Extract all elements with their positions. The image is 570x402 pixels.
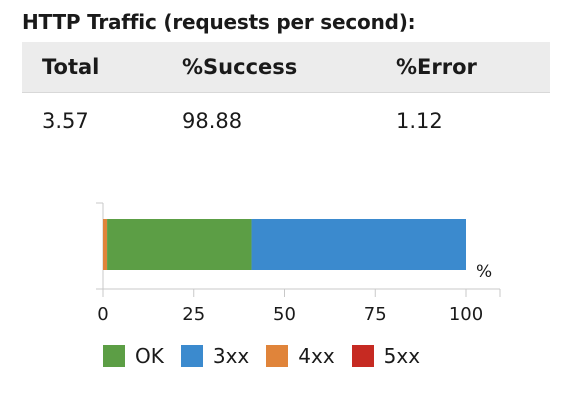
legend-item-3xx: 3xx bbox=[180, 344, 250, 368]
legend-label-5xx: 5xx bbox=[383, 344, 421, 368]
x-tick-label-25: 25 bbox=[182, 304, 205, 325]
x-tick-label-0: 0 bbox=[97, 304, 108, 325]
legend-item-5xx: 5xx bbox=[351, 344, 421, 368]
cell-error: 1.12 bbox=[396, 109, 443, 133]
legend-label-3xx: 3xx bbox=[212, 344, 250, 368]
chart-title: HTTP Traffic (requests per second): bbox=[22, 10, 416, 34]
legend-swatch-3xx bbox=[180, 345, 203, 367]
chart-legend: OK 3xx 4xx 5xx bbox=[103, 344, 437, 368]
header-success: %Success bbox=[182, 42, 396, 93]
x-tick-label-50: 50 bbox=[273, 304, 296, 325]
x-tick-label-75: 75 bbox=[364, 304, 387, 325]
legend-item-ok: OK bbox=[103, 344, 164, 368]
bar-segment-4xx bbox=[103, 219, 108, 270]
bar-segment-ok bbox=[107, 219, 252, 270]
cell-total: 3.57 bbox=[42, 109, 89, 133]
bar-segment-3xx bbox=[251, 219, 466, 270]
cell-success: 98.88 bbox=[182, 109, 243, 133]
legend-swatch-5xx bbox=[351, 345, 374, 367]
legend-swatch-4xx bbox=[266, 345, 289, 367]
legend-label-4xx: 4xx bbox=[298, 344, 335, 368]
header-total: Total bbox=[22, 42, 182, 93]
legend-item-4xx: 4xx bbox=[266, 344, 335, 368]
table-header-row: Total %Success %Error bbox=[22, 42, 550, 93]
traffic-table: Total %Success %Error 3.57 98.88 1.12 bbox=[22, 42, 550, 149]
legend-label-ok: OK bbox=[135, 344, 164, 368]
x-tick-label-100: 100 bbox=[449, 304, 483, 325]
x-axis-unit-label: % bbox=[476, 262, 492, 282]
legend-swatch-ok bbox=[103, 345, 125, 367]
header-error: %Error bbox=[396, 42, 550, 93]
table-row: 3.57 98.88 1.12 bbox=[22, 93, 550, 150]
